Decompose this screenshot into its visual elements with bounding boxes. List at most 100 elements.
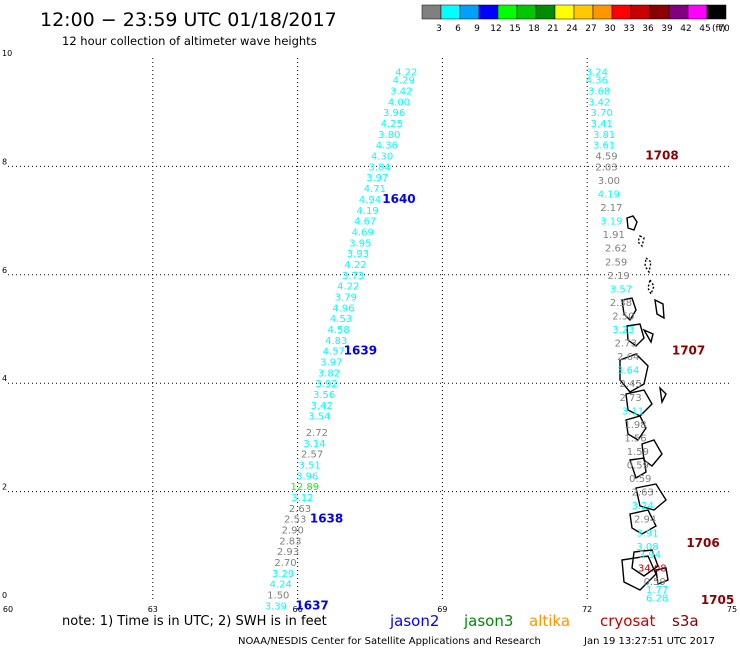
pass-time-label: 1637 bbox=[295, 598, 328, 612]
wave-height-value: 2.94 bbox=[634, 515, 656, 526]
wave-height-value: 2.38 bbox=[610, 298, 632, 309]
wave-height-value: 3.96 bbox=[383, 108, 405, 119]
legend-swatch bbox=[630, 4, 651, 20]
wave-height-value: 2.53 bbox=[284, 515, 306, 526]
wave-height-value: 2.83 bbox=[279, 536, 301, 547]
wave-height-value: 1.77 bbox=[646, 585, 668, 596]
wave-height-value: 3.42 bbox=[311, 401, 333, 412]
legend-swatch bbox=[554, 4, 575, 20]
wave-height-value: 3.64 bbox=[617, 366, 639, 377]
wave-height-value: 3.97 bbox=[320, 358, 342, 369]
legend-label: 24 bbox=[566, 24, 578, 34]
wave-height-value: 12.89 bbox=[291, 482, 320, 493]
y-tick-label: 10 bbox=[2, 49, 12, 58]
wave-height-value: 3.92 bbox=[315, 379, 337, 390]
wave-height-value: 3.39 bbox=[265, 601, 287, 612]
wave-height-value: 1.50 bbox=[267, 591, 289, 602]
satellite-legend: jason2 jason3 altika cryosat s3a bbox=[389, 612, 699, 630]
satellite-name: s3a bbox=[672, 612, 699, 630]
wave-height-value: 3.11 bbox=[622, 406, 644, 417]
wave-height-value: 3.12 bbox=[291, 493, 313, 504]
legend-swatch bbox=[478, 4, 499, 20]
y-tick-label: 6 bbox=[2, 266, 7, 275]
pass-time-label: 1638 bbox=[310, 512, 343, 526]
wave-height-value: 3.80 bbox=[378, 130, 400, 141]
legend-swatch bbox=[687, 4, 708, 20]
pass-time-label: 1705 bbox=[701, 593, 734, 607]
wave-height-value: 2.62 bbox=[605, 244, 627, 255]
wave-height-value: 2.50 bbox=[612, 311, 634, 322]
x-tick-label: 60 bbox=[3, 605, 13, 614]
chart-title: 12:00 − 23:59 UTC 01/18/2017 bbox=[40, 9, 337, 31]
wave-height-value: 3.95 bbox=[349, 238, 371, 249]
satellite-name: jason2 bbox=[389, 612, 439, 630]
satellite-name: cryosat bbox=[600, 612, 655, 630]
wave-height-value: 0.59 bbox=[627, 461, 649, 472]
wave-height-value: 4.22 bbox=[344, 260, 366, 271]
wave-height-value: 4.22 bbox=[337, 282, 359, 293]
wave-height-value: 4.36 bbox=[376, 141, 398, 152]
wave-height-value: 3.08 bbox=[636, 542, 658, 553]
wave-height-value: 4.59 bbox=[595, 152, 617, 163]
wave-height-value: 2.45 bbox=[620, 379, 642, 390]
pass-time-label: 1708 bbox=[645, 149, 678, 163]
wave-height-value: 3.42 bbox=[588, 97, 610, 108]
wave-height-value: 3.73 bbox=[342, 271, 364, 282]
wave-height-value: 4.00 bbox=[388, 97, 410, 108]
wave-height-value: 3.81 bbox=[593, 130, 615, 141]
wave-height-value: 4.30 bbox=[371, 152, 393, 163]
wave-height-value: 4.25 bbox=[381, 119, 403, 130]
legend-label: 3 bbox=[436, 24, 442, 34]
pass-time-label: 1639 bbox=[344, 344, 377, 358]
legend-swatch bbox=[459, 4, 480, 20]
wave-height-value: 4.96 bbox=[332, 303, 354, 314]
legend-swatch bbox=[535, 4, 556, 20]
wave-height-value: 3.57 bbox=[610, 284, 632, 295]
wave-height-value: 6.28 bbox=[646, 593, 668, 604]
legend-swatch bbox=[421, 4, 442, 20]
pass-time-label: 1640 bbox=[382, 192, 415, 206]
wave-height-value: 4.58 bbox=[327, 325, 349, 336]
pass-time-label: 1706 bbox=[686, 536, 719, 550]
x-tick-label: 75 bbox=[727, 605, 737, 614]
legend-label: 36 bbox=[642, 24, 654, 34]
wave-height-value: 2.73 bbox=[620, 393, 642, 404]
x-tick-label: 69 bbox=[437, 605, 447, 614]
wave-height-value: 2.63 bbox=[632, 488, 654, 499]
wave-height-value: 3.94 bbox=[639, 550, 661, 561]
wave-height-value: 3.41 bbox=[591, 119, 613, 130]
wave-height-value: 3.24 bbox=[632, 501, 654, 512]
footnote: note: 1) Time is in UTC; 2) SWH is in fe… bbox=[62, 614, 327, 629]
wave-height-value: 4.53 bbox=[330, 314, 352, 325]
wave-height-value: 1.98 bbox=[624, 420, 646, 431]
x-tick-label: 63 bbox=[148, 605, 158, 614]
legend-label: 33 bbox=[623, 24, 634, 34]
wave-height-value: 3.29 bbox=[272, 569, 294, 580]
wave-height-value: 4.94 bbox=[359, 195, 381, 206]
wave-height-value: 34.08 bbox=[638, 563, 667, 574]
wave-height-value: 4.83 bbox=[325, 336, 347, 347]
legend-swatch bbox=[706, 4, 727, 20]
wave-height-value: 4.24 bbox=[270, 580, 292, 591]
altimeter-tracks: 4.224.293.424.003.964.253.804.364.303.84… bbox=[265, 68, 734, 613]
wave-height-value: 4.22 bbox=[395, 68, 417, 79]
wave-height-value: 2.03 bbox=[595, 162, 617, 173]
x-tick-label: 66 bbox=[293, 605, 303, 614]
wave-height-value: 3.51 bbox=[299, 461, 321, 472]
wave-height-value: 4.57 bbox=[323, 347, 345, 358]
wave-height-value: 2.93 bbox=[277, 547, 299, 558]
wave-height-value: 4.19 bbox=[356, 206, 378, 217]
wave-height-value: 2.73 bbox=[615, 339, 637, 350]
legend-label: 15 bbox=[509, 24, 520, 34]
x-tick-label: 72 bbox=[582, 605, 592, 614]
wave-height-value: 3.42 bbox=[390, 87, 412, 98]
wave-height-value: 4.29 bbox=[393, 76, 415, 87]
wave-height-value: 2.70 bbox=[274, 558, 296, 569]
wave-height-value: 3.23 bbox=[612, 325, 634, 336]
wave-height-value: 3.24 bbox=[586, 68, 608, 79]
wave-height-value: 3.56 bbox=[313, 390, 335, 401]
wave-height-value: 2.17 bbox=[600, 203, 622, 214]
wave-height-value: 1.59 bbox=[627, 447, 649, 458]
legend-label: 39 bbox=[661, 24, 673, 34]
wave-height-value: 2.57 bbox=[301, 450, 323, 461]
